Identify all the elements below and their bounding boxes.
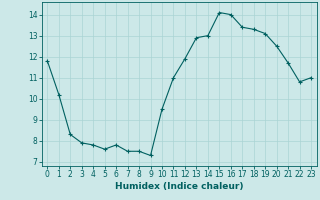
X-axis label: Humidex (Indice chaleur): Humidex (Indice chaleur) [115,182,244,191]
